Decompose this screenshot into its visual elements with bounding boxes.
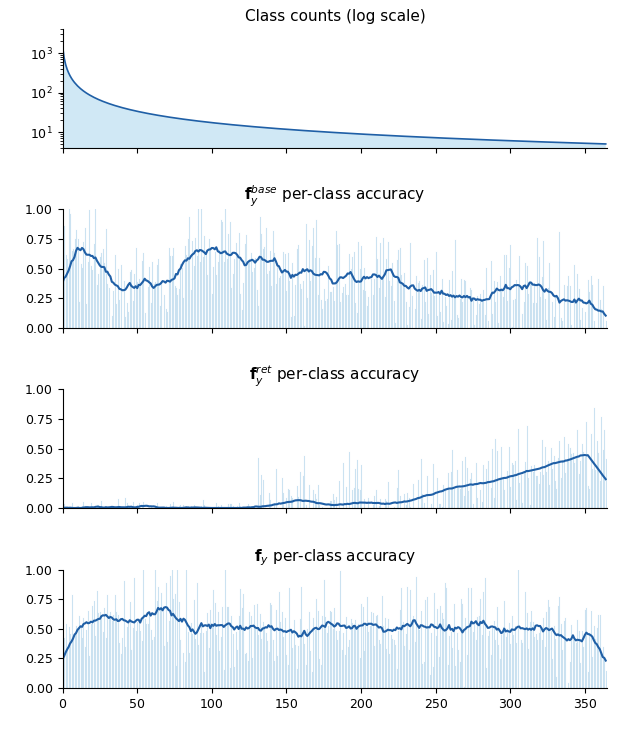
Title: $\mathbf{f}_y^{ret}$ per-class accuracy: $\mathbf{f}_y^{ret}$ per-class accuracy (249, 365, 421, 389)
Title: Class counts (log scale): Class counts (log scale) (245, 9, 425, 24)
Title: $\mathbf{f}_y$ per-class accuracy: $\mathbf{f}_y$ per-class accuracy (254, 548, 416, 568)
Title: $\mathbf{f}_y^{base}$ per-class accuracy: $\mathbf{f}_y^{base}$ per-class accuracy (244, 184, 426, 209)
